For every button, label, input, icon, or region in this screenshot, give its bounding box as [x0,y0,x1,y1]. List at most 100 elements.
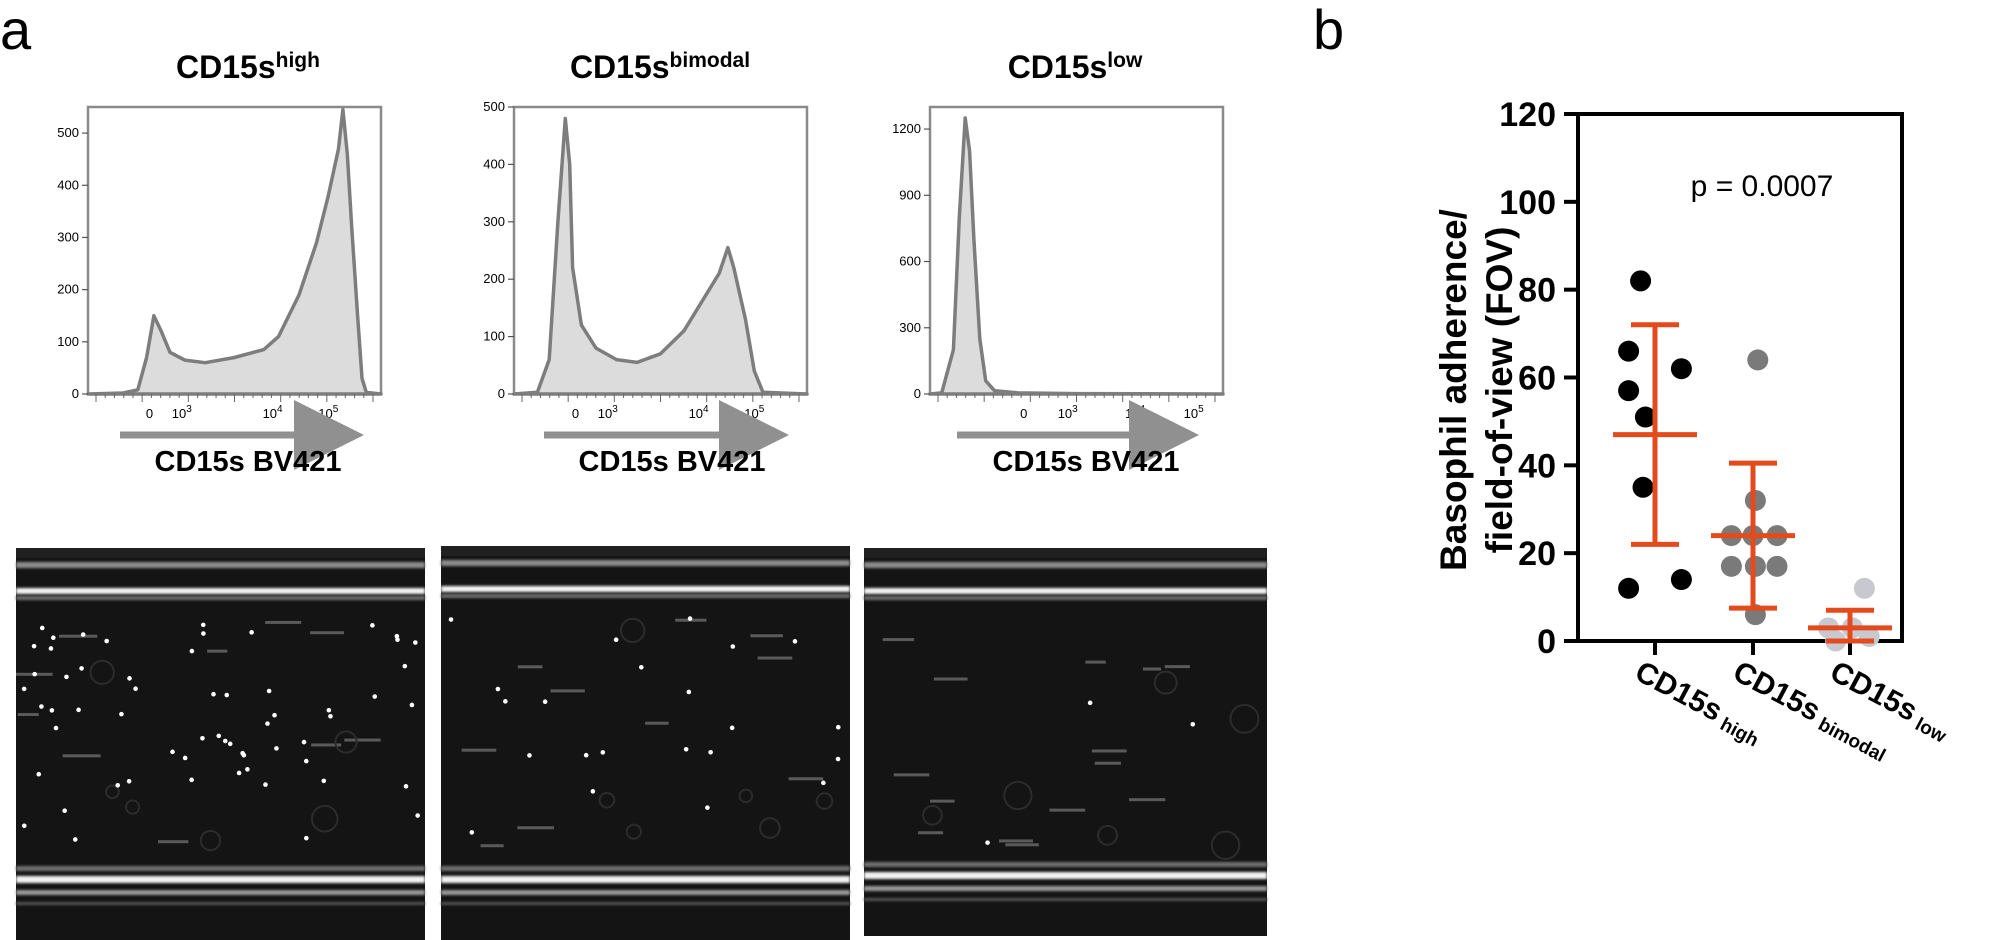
channel-wall-band [441,876,850,883]
adherent-cell [600,750,606,755]
motion-streak [933,677,968,681]
adherent-cell [133,686,138,692]
adherent-cell [53,725,59,731]
motion-streak [1164,665,1190,669]
y-tick-label: 100 [57,334,79,349]
adherent-cell [402,663,408,669]
adherent-cell [304,835,309,841]
adherent-cell [200,736,205,741]
debris-ring [598,791,616,809]
adherent-cell [79,666,84,671]
y-tick-label: 200 [483,271,505,286]
motion-streak [1142,667,1162,671]
y-tick-label: 0 [498,386,505,401]
adherent-cell [583,752,589,758]
histogram-bimodal-plot: 0 100 200 300 400 500 0 103 104 105 [483,99,809,421]
motion-streak [882,638,915,642]
channel-wall-band [441,594,850,598]
adherent-cell [50,635,56,641]
motion-streak [311,743,342,747]
x-tick-label: 103 [1058,404,1078,421]
histogram-high-title: CD15shigh [176,49,320,85]
adherent-cell [1190,721,1196,727]
adherent-cell [503,699,508,704]
data-point [1670,569,1692,591]
adherent-cell [62,808,67,814]
motion-streak [750,634,783,638]
debris-ring [89,659,115,685]
adherent-cell [683,746,689,752]
adherent-cell [201,631,206,636]
adherent-cell [730,644,736,649]
panel-a-letter: a [0,0,32,61]
adherent-cell [72,837,78,842]
histogram-low-title: CD15slow [1008,49,1143,85]
data-point [1632,476,1654,498]
y-tick-label: 40 [1518,447,1556,485]
adherent-cell [272,712,277,718]
adherent-cell [266,688,272,694]
adherent-cell [200,622,206,628]
adherent-cell [211,691,216,697]
adherent-cell [821,780,826,786]
adherent-cell [415,813,420,818]
adherent-cell [80,632,86,637]
motion-streak [207,649,228,653]
adherent-cell [372,694,378,699]
data-point [1618,577,1640,599]
channel-wall-band [864,588,1267,594]
adherent-cell [303,758,309,764]
motion-streak [1049,808,1086,812]
adherent-cell [708,749,713,755]
histogram-high: CD15shigh 0 100 200 300 400 500 0 103 104 105 CD1… [57,49,383,478]
adherent-cell [189,648,195,654]
y-tick-label: 0 [914,386,921,401]
adherent-cell [495,686,501,692]
channel-wall-band [864,862,1267,867]
histogram-bimodal-xlabel: CD15s BV421 [579,446,766,478]
debris-ring [334,730,358,754]
motion-streak [757,656,793,660]
motion-streak [645,721,669,725]
channel-wall-band [16,562,425,568]
channel-wall-band [16,866,425,871]
channel-wall-band [864,886,1267,891]
y-tick-label: 600 [899,254,921,269]
y-tick-label: 60 [1518,360,1556,398]
debris-ring [738,788,754,804]
histogram-low: CD15slow 0 300 600 900 1200 0 103 104 105 CD15s … [892,49,1225,478]
channel-wall-band [864,562,1267,568]
micrograph-low [864,548,1267,936]
adherent-cell [216,733,222,739]
data-point [1720,555,1742,577]
y-tick-label: 200 [57,282,79,297]
x-tick-label: 105 [1184,404,1204,421]
adherent-cell [189,777,194,783]
debris-ring [1210,830,1241,860]
debris-ring [1003,780,1033,811]
motion-streak [1005,843,1039,847]
debris-ring [1153,670,1178,695]
data-point [1618,380,1640,402]
channel-wall-band [441,890,850,895]
adherence-chart: Basophil adherence/ field-of-view (FOV) … [1433,96,1950,767]
motion-streak [344,738,381,742]
y-tick-label: 0 [72,386,79,401]
histogram-low-xlabel: CD15s BV421 [993,446,1180,478]
x-tick-label: 104 [263,404,283,421]
adherent-cell [32,671,37,677]
motion-streak [517,665,543,669]
adherent-cell [527,753,532,758]
channel-wall-band [441,902,850,905]
adherent-cell [39,625,45,631]
adherent-cell [469,830,475,835]
motion-streak [517,826,554,830]
y-tick-label: 120 [1499,96,1556,134]
debris-ring [625,823,642,840]
y-tick-label: 0 [1537,623,1556,661]
y-tick-label: 1200 [892,121,921,136]
adherent-cell [321,778,327,784]
adherent-cell [265,721,270,726]
adherent-cell [705,805,710,810]
